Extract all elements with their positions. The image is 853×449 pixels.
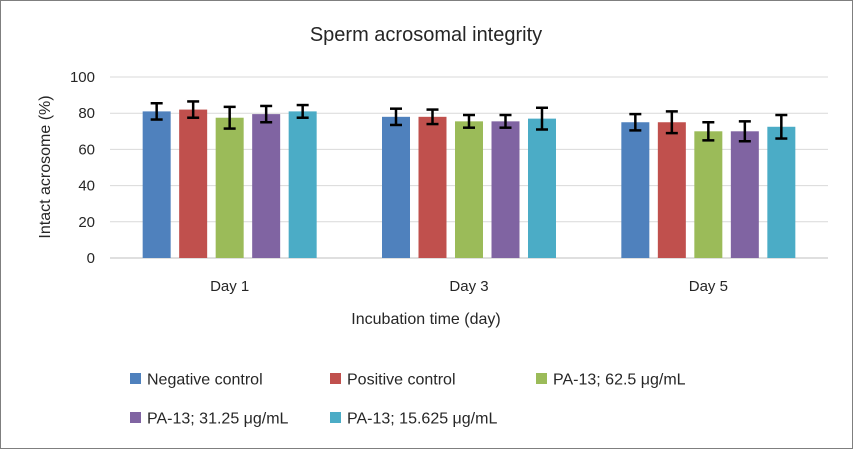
legend-item: PA-13; 15.625 μg/mL (330, 411, 497, 428)
y-axis-title: Intact acrosome (%) (37, 95, 54, 238)
bar (621, 122, 650, 258)
bar (528, 118, 556, 258)
y-tick-label: 100 (70, 69, 95, 86)
bar (252, 114, 281, 258)
x-tick-label: Day 3 (449, 278, 488, 295)
legend-label: Positive control (347, 372, 456, 389)
y-tick-label: 80 (78, 105, 95, 122)
bar (694, 131, 723, 258)
bar (382, 116, 410, 258)
bar (730, 131, 759, 258)
x-tick-labels: Day 1 Day 3 Day 5 (210, 278, 728, 295)
x-tick-label: Day 1 (210, 278, 249, 295)
x-tick-label: Day 5 (689, 278, 728, 295)
bar (288, 111, 317, 258)
error-bar (775, 113, 788, 140)
legend-swatch (130, 412, 141, 423)
legend-label: PA-13; 62.5 μg/mL (553, 372, 686, 389)
error-bar (665, 110, 678, 135)
error-bar (702, 121, 715, 142)
bar (418, 116, 447, 258)
legend-swatch (536, 373, 547, 384)
legend-item: PA-13; 31.25 μg/mL (130, 411, 289, 428)
bar (657, 122, 686, 258)
error-bar (463, 113, 475, 129)
error-bar (629, 112, 642, 132)
x-axis-title: Incubation time (day) (351, 311, 500, 328)
legend-swatch (330, 412, 341, 423)
error-bars (150, 100, 788, 143)
y-tick-label: 60 (78, 141, 95, 158)
bar (491, 121, 520, 258)
legend-item: Positive control (330, 372, 456, 389)
legend-swatch (330, 373, 341, 384)
legend-label: PA-13; 31.25 μg/mL (147, 411, 289, 428)
legend-label: PA-13; 15.625 μg/mL (347, 411, 497, 428)
error-bar (223, 105, 236, 130)
y-tick-label: 0 (87, 250, 95, 267)
chart-title: Sperm acrosomal integrity (310, 24, 542, 46)
bars (142, 109, 796, 259)
bar (767, 126, 796, 259)
error-bar (187, 100, 200, 119)
error-bar (390, 107, 402, 127)
error-bar (426, 108, 439, 126)
error-bar (296, 103, 309, 119)
y-tick-label: 20 (78, 214, 95, 231)
error-bar (150, 101, 163, 121)
error-bar (738, 120, 751, 143)
y-tick-labels: 0 20 40 60 80 100 (70, 69, 95, 267)
bar (215, 117, 244, 258)
legend-item: Negative control (130, 372, 263, 389)
bar (179, 109, 208, 258)
bar (142, 111, 171, 258)
error-bar (499, 113, 512, 129)
error-bar (260, 104, 273, 124)
legend-swatch (130, 373, 141, 384)
legend-label: Negative control (147, 372, 263, 389)
legend: Negative control Positive control PA-13; 6… (130, 372, 686, 428)
y-tick-label: 40 (78, 178, 95, 195)
bar (455, 121, 483, 258)
error-bar (536, 106, 548, 131)
legend-item: PA-13; 62.5 μg/mL (536, 372, 686, 389)
